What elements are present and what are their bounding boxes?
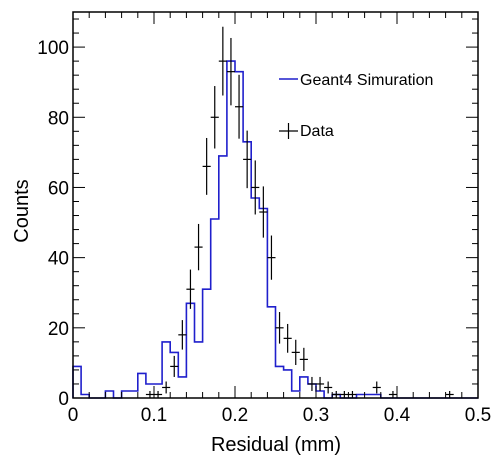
y-tick-label: 20 — [48, 319, 69, 340]
data-point — [154, 390, 163, 398]
y-tick-label: 80 — [48, 108, 69, 129]
legend-label-simulation: Geant4 Simuration — [300, 72, 433, 89]
data-point — [299, 347, 308, 371]
data-point — [316, 376, 325, 391]
x-tick-label: 0.2 — [222, 405, 248, 426]
simulation-histogram — [72, 60, 478, 399]
data-point — [283, 323, 292, 353]
data-point — [210, 86, 219, 149]
y-tick-label: 40 — [48, 249, 69, 270]
legend: Geant4 Simuration Data — [279, 72, 433, 140]
data-point — [162, 381, 171, 394]
data-point — [235, 74, 244, 139]
data-point — [291, 339, 300, 366]
x-tick-label: 0.4 — [384, 405, 411, 426]
data-point — [324, 381, 333, 394]
data-point — [194, 223, 203, 271]
y-tick-label: 60 — [48, 178, 69, 199]
data-point — [186, 269, 195, 309]
y-axis-label: Counts — [11, 179, 33, 242]
data-point — [275, 312, 284, 344]
data-point — [332, 390, 341, 398]
data-point — [145, 390, 154, 398]
data-point — [348, 390, 357, 398]
data-point — [388, 390, 397, 398]
data-point — [259, 186, 268, 238]
data-point — [307, 376, 316, 391]
data-point — [340, 390, 349, 398]
data-point — [372, 381, 381, 394]
data-point — [218, 26, 227, 96]
data-point — [243, 130, 252, 189]
data-point — [251, 160, 260, 215]
data-point — [202, 137, 211, 195]
plot-frame — [72, 11, 479, 399]
x-tick-label: 0.5 — [465, 405, 491, 426]
x-tick-label: 0.3 — [303, 405, 329, 426]
x-tick-label: 0 — [68, 405, 79, 426]
data-point — [170, 355, 179, 377]
legend-label-data: Data — [300, 123, 334, 140]
plot-area — [72, 26, 478, 399]
y-tick-label: 100 — [37, 38, 69, 59]
x-axis-label: Residual (mm) — [211, 434, 341, 456]
axes: 0 0.1 0.2 0.3 0.4 0.5 0 20 40 60 80 100 — [37, 11, 491, 426]
data-point — [178, 320, 187, 350]
data-point — [445, 390, 454, 398]
x-tick-label: 0.1 — [141, 405, 167, 426]
data-point — [226, 37, 235, 106]
y-tick-label: 0 — [58, 389, 69, 410]
data-point — [267, 235, 276, 280]
